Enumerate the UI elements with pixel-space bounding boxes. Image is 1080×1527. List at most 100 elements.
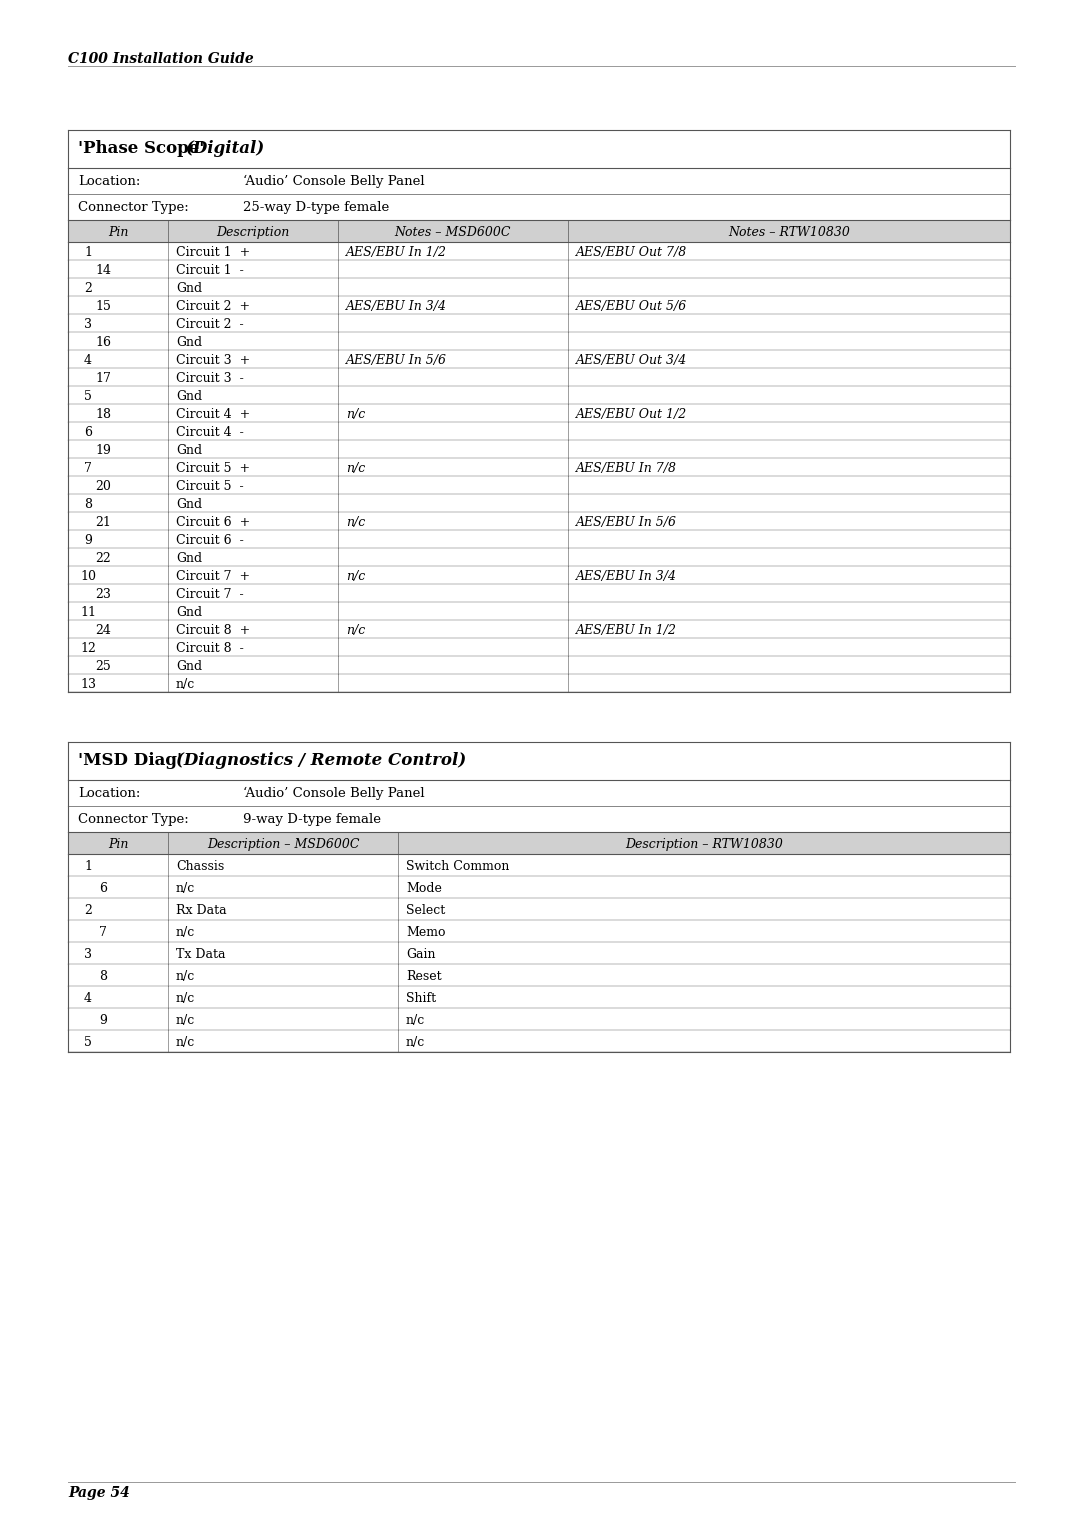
Text: 14: 14 — [95, 264, 111, 276]
Bar — [68, 942, 1010, 964]
Bar — [68, 386, 1010, 405]
Text: C100 Installation Guide: C100 Installation Guide — [68, 52, 254, 66]
Text: Rx Data: Rx Data — [176, 904, 227, 918]
Text: Pin: Pin — [108, 838, 129, 851]
Text: 20: 20 — [95, 479, 111, 493]
Text: 1: 1 — [84, 246, 92, 260]
Text: Tx Data: Tx Data — [176, 948, 226, 960]
Text: n/c: n/c — [176, 970, 195, 983]
Text: Circuit 7  +: Circuit 7 + — [176, 570, 251, 583]
Text: Circuit 1  -: Circuit 1 - — [176, 264, 244, 276]
Bar — [68, 368, 1010, 386]
Text: Gnd: Gnd — [176, 551, 202, 565]
Text: AES/EBU Out 1/2: AES/EBU Out 1/2 — [576, 408, 687, 421]
Text: ‘Audio’ Console Belly Panel: ‘Audio’ Console Belly Panel — [243, 176, 424, 188]
Text: 21: 21 — [95, 516, 111, 528]
Bar — [68, 512, 1010, 530]
Text: 2: 2 — [84, 904, 92, 918]
Text: Chassis: Chassis — [176, 860, 225, 873]
Text: Notes – MSD600C: Notes – MSD600C — [395, 226, 511, 240]
Text: 11: 11 — [80, 606, 96, 618]
Bar — [68, 780, 1010, 806]
Text: n/c: n/c — [346, 625, 365, 637]
Bar — [68, 806, 1010, 832]
Text: Gnd: Gnd — [176, 336, 202, 350]
Bar — [68, 530, 1010, 548]
Bar — [68, 567, 1010, 583]
Text: 9: 9 — [84, 534, 92, 547]
Text: n/c: n/c — [406, 1014, 426, 1028]
Bar — [68, 832, 1010, 854]
Text: 8: 8 — [84, 498, 92, 512]
Text: Memo: Memo — [406, 925, 446, 939]
Text: Circuit 5  -: Circuit 5 - — [176, 479, 244, 493]
Text: Circuit 2  -: Circuit 2 - — [176, 318, 244, 331]
Text: 6: 6 — [99, 883, 107, 895]
Bar — [68, 440, 1010, 458]
Bar — [68, 421, 1010, 440]
Bar — [68, 1031, 1010, 1052]
Text: n/c: n/c — [176, 678, 195, 692]
Bar — [68, 458, 1010, 476]
Text: Circuit 3  +: Circuit 3 + — [176, 354, 251, 366]
Bar — [68, 1008, 1010, 1031]
Text: 23: 23 — [95, 588, 111, 602]
Text: 19: 19 — [95, 444, 111, 457]
Bar — [68, 260, 1010, 278]
Bar — [68, 898, 1010, 919]
Text: AES/EBU In 5/6: AES/EBU In 5/6 — [576, 516, 677, 528]
Text: Circuit 3  -: Circuit 3 - — [176, 373, 244, 385]
Text: Description – RTW10830: Description – RTW10830 — [625, 838, 783, 851]
Text: Description: Description — [216, 226, 289, 240]
Text: Gain: Gain — [406, 948, 435, 960]
Text: Pin: Pin — [108, 226, 129, 240]
Bar — [68, 168, 1010, 194]
Text: n/c: n/c — [346, 463, 365, 475]
Text: AES/EBU In 3/4: AES/EBU In 3/4 — [346, 299, 447, 313]
Text: Location:: Location: — [78, 786, 140, 800]
Text: AES/EBU Out 7/8: AES/EBU Out 7/8 — [576, 246, 687, 260]
Text: 17: 17 — [95, 373, 111, 385]
Text: Circuit 1  +: Circuit 1 + — [176, 246, 251, 260]
Bar — [68, 964, 1010, 986]
Bar — [68, 315, 1010, 331]
Text: 15: 15 — [95, 299, 111, 313]
Text: n/c: n/c — [176, 925, 195, 939]
Text: 9-way D-type female: 9-way D-type female — [243, 812, 381, 826]
Text: Gnd: Gnd — [176, 606, 202, 618]
Text: 7: 7 — [84, 463, 92, 475]
Text: Description – MSD600C: Description – MSD600C — [206, 838, 360, 851]
Text: Circuit 6  +: Circuit 6 + — [176, 516, 251, 528]
Bar — [68, 331, 1010, 350]
Text: 7: 7 — [99, 925, 107, 939]
Text: (Diagnostics / Remote Control): (Diagnostics / Remote Control) — [176, 751, 467, 770]
Bar — [68, 854, 1010, 876]
Text: 4: 4 — [84, 354, 92, 366]
Text: Circuit 4  -: Circuit 4 - — [176, 426, 244, 438]
Text: AES/EBU Out 3/4: AES/EBU Out 3/4 — [576, 354, 687, 366]
Text: Connector Type:: Connector Type: — [78, 812, 189, 826]
Bar — [68, 548, 1010, 567]
Text: AES/EBU In 5/6: AES/EBU In 5/6 — [346, 354, 447, 366]
Text: 5: 5 — [84, 389, 92, 403]
Text: n/c: n/c — [346, 570, 365, 583]
Text: 3: 3 — [84, 318, 92, 331]
Text: 18: 18 — [95, 408, 111, 421]
Text: Circuit 4  +: Circuit 4 + — [176, 408, 251, 421]
Text: (Digital): (Digital) — [186, 140, 266, 157]
Bar — [68, 620, 1010, 638]
Bar — [68, 583, 1010, 602]
Text: AES/EBU In 7/8: AES/EBU In 7/8 — [576, 463, 677, 475]
Text: Circuit 8  +: Circuit 8 + — [176, 625, 251, 637]
Text: 25-way D-type female: 25-way D-type female — [243, 202, 389, 214]
Text: 22: 22 — [95, 551, 111, 565]
Text: 8: 8 — [99, 970, 107, 983]
Bar — [68, 495, 1010, 512]
Text: Page 54: Page 54 — [68, 1486, 130, 1500]
Text: ‘Audio’ Console Belly Panel: ‘Audio’ Console Belly Panel — [243, 786, 424, 800]
Bar — [68, 657, 1010, 673]
Text: Notes – RTW10830: Notes – RTW10830 — [728, 226, 850, 240]
Text: 16: 16 — [95, 336, 111, 350]
Text: Mode: Mode — [406, 883, 442, 895]
Text: 9: 9 — [99, 1014, 107, 1028]
